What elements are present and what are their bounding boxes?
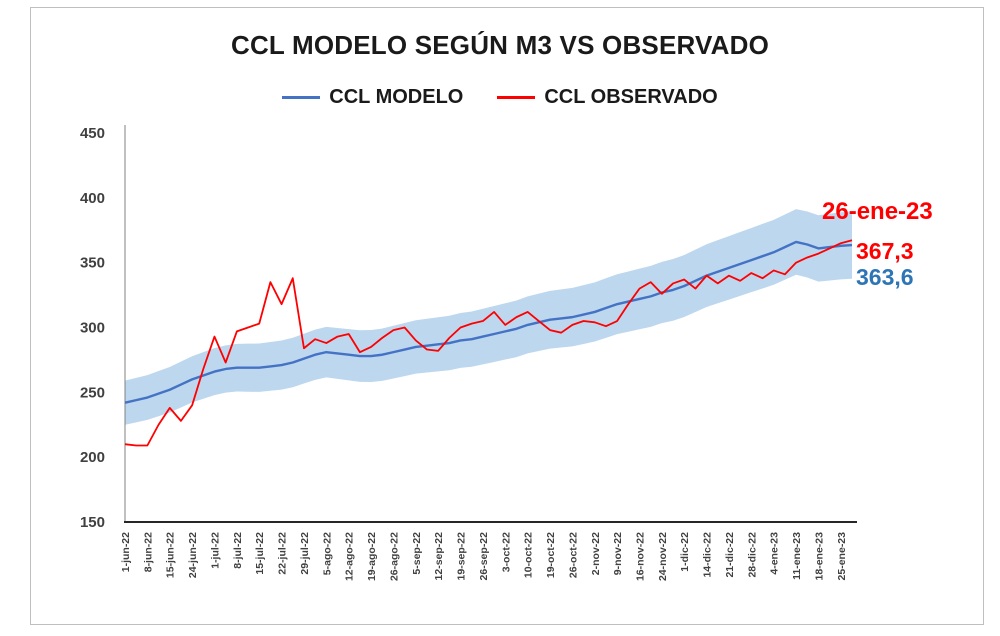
x-tick-label: 22-jul-22 bbox=[277, 532, 289, 575]
legend-item-modelo: CCL MODELO bbox=[282, 86, 463, 109]
x-tick-label: 24-jun-22 bbox=[187, 532, 199, 578]
annotation-final-date: 26-ene-23 bbox=[822, 198, 933, 225]
annotation-observado-final-value: 367,3 bbox=[856, 238, 914, 264]
figure-border bbox=[30, 7, 984, 625]
x-tick-label: 1-dic-22 bbox=[679, 532, 691, 572]
x-tick-label: 14-dic-22 bbox=[702, 532, 714, 578]
x-tick-label: 16-nov-22 bbox=[634, 532, 646, 581]
x-tick-label: 15-jul-22 bbox=[254, 532, 266, 575]
y-tick-label: 150 bbox=[80, 514, 105, 531]
x-tick-label: 19-sep-22 bbox=[456, 532, 468, 581]
chart-legend: CCL MODELO CCL OBSERVADO bbox=[0, 86, 1000, 109]
x-tick-label: 29-jul-22 bbox=[299, 532, 311, 575]
observado-line bbox=[124, 239, 853, 447]
modelo-line-swatch bbox=[282, 96, 321, 99]
y-tick-label: 300 bbox=[80, 320, 105, 337]
x-tick-label: 3-oct-22 bbox=[500, 532, 512, 572]
legend-item-observado: CCL OBSERVADO bbox=[497, 86, 718, 109]
x-tick-label: 18-ene-23 bbox=[813, 532, 825, 581]
x-tick-label: 15-jun-22 bbox=[165, 532, 177, 578]
x-tick-label: 8-jun-22 bbox=[142, 532, 154, 572]
x-tick-label: 1-jul-22 bbox=[209, 532, 221, 569]
y-tick-label: 350 bbox=[80, 255, 105, 272]
y-tick-label: 450 bbox=[80, 125, 105, 142]
x-tick-label: 24-nov-22 bbox=[657, 532, 669, 581]
x-tick-label: 19-ago-22 bbox=[366, 532, 378, 581]
annotation-modelo-final-value: 363,6 bbox=[856, 264, 914, 290]
y-tick-label: 250 bbox=[80, 384, 105, 401]
legend-label-modelo: CCL MODELO bbox=[329, 86, 464, 108]
x-tick-label: 26-sep-22 bbox=[478, 532, 490, 581]
x-tick-label: 5-ago-22 bbox=[321, 532, 333, 575]
x-tick-label: 12-sep-22 bbox=[433, 532, 445, 581]
x-tick-label: 9-nov-22 bbox=[612, 532, 624, 575]
modelo-line bbox=[124, 240, 853, 404]
x-tick-label: 1-jun-22 bbox=[120, 532, 132, 572]
x-tick-label: 25-ene-23 bbox=[836, 532, 848, 581]
observado-line-swatch bbox=[497, 96, 536, 99]
x-tick-label: 19-oct-22 bbox=[545, 532, 557, 578]
x-tick-label: 28-dic-22 bbox=[746, 532, 758, 578]
x-tick-label: 8-jul-22 bbox=[232, 532, 244, 569]
x-tick-label: 26-oct-22 bbox=[567, 532, 579, 578]
x-tick-label: 21-dic-22 bbox=[724, 532, 736, 578]
x-tick-label: 4-ene-23 bbox=[769, 532, 781, 575]
x-tick-label: 12-ago-22 bbox=[344, 532, 356, 581]
x-tick-label: 26-ago-22 bbox=[388, 532, 400, 581]
x-tick-label: 2-nov-22 bbox=[590, 532, 602, 575]
x-tick-label: 11-ene-23 bbox=[791, 532, 803, 580]
legend-label-observado: CCL OBSERVADO bbox=[544, 86, 718, 108]
x-tick-label: 10-oct-22 bbox=[523, 532, 535, 578]
y-tick-label: 400 bbox=[80, 190, 105, 207]
x-tick-label: 5-sep-22 bbox=[411, 532, 423, 575]
chart-title: CCL MODELO SEGÚN M3 VS OBSERVADO bbox=[230, 30, 770, 60]
y-tick-label: 200 bbox=[80, 449, 105, 466]
